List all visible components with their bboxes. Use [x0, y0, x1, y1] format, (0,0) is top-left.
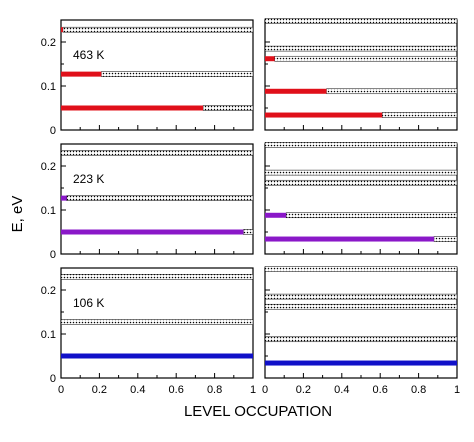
y-tick-label: 0.1 [41, 205, 56, 217]
level-occupied-bar [61, 71, 102, 77]
level-empty-segment [264, 169, 458, 176]
panel-r0c1 [264, 18, 458, 131]
level-empty-segment [326, 88, 458, 95]
x-tick-label: 0.4 [334, 384, 349, 396]
y-tick-label: 0.2 [41, 285, 56, 297]
x-tick-label: 0.8 [207, 384, 222, 396]
level-occupied-bar [61, 27, 63, 33]
level-empty-segment [285, 212, 458, 219]
x-tick-label: 1 [454, 384, 460, 396]
level-occupied-bar [265, 112, 383, 118]
level-occupied-bar [265, 56, 275, 62]
panel-r0c0: 0 0.1 0.2 463 K [41, 19, 254, 137]
x-tick-label: 0.2 [296, 384, 311, 396]
level-empty-segment [264, 293, 458, 300]
level-empty-segment [60, 319, 254, 325]
level-empty-segment [60, 274, 254, 280]
level-occupied-bar [61, 195, 67, 201]
level-empty-segment [66, 195, 254, 201]
level-empty-segment [202, 105, 254, 111]
x-tick-label: 0.2 [92, 384, 107, 396]
temperature-label: 106 K [73, 296, 104, 310]
level-empty-segment [274, 55, 458, 62]
level-empty-segment [381, 112, 458, 118]
level-empty-segment [101, 71, 254, 77]
panel-r2c0: 0 0.1 0.2 0 0.2 0.4 0.6 0.8 1 106 K [41, 267, 256, 396]
panel-r2c1: 0 0.2 0.4 0.6 0.8 1 [262, 266, 460, 396]
x-tick-label: 1 [250, 384, 256, 396]
y-tick-label: 0 [50, 373, 56, 385]
x-tick-label: 0 [58, 384, 64, 396]
level-empty-segment [62, 26, 254, 33]
level-empty-segment [264, 179, 458, 186]
y-tick-label: 0.1 [41, 81, 56, 93]
level-empty-segment [264, 303, 458, 310]
level-empty-segment [264, 142, 458, 148]
level-empty-segment [264, 336, 458, 343]
level-occupied-bar [61, 353, 253, 359]
y-tick-label: 0.2 [41, 161, 56, 173]
x-tick-label: 0 [262, 384, 268, 396]
x-tick-label: 0.8 [411, 384, 426, 396]
level-empty-segment [264, 45, 458, 52]
level-occupied-bar [265, 236, 434, 242]
y-tick-label: 0 [50, 125, 56, 137]
x-axis-title: LEVEL OCCUPATION [184, 403, 332, 420]
x-tick-label: 0.4 [130, 384, 145, 396]
y-tick-label: 0 [50, 249, 56, 261]
panels-layer: 0 0.1 0.2 463 K 0 0.1 0.2 223 K 0 0.1 0.2 0 0.2 0.4 0.… [41, 18, 460, 396]
level-empty-segment [433, 236, 458, 242]
level-empty-segment [264, 266, 458, 272]
level-empty-segment [264, 18, 458, 24]
y-axis-title: E, eV [9, 196, 26, 233]
panel-r1c1 [264, 142, 458, 255]
level-empty-segment [243, 229, 254, 235]
level-occupied-bar [265, 212, 287, 218]
y-tick-label: 0.1 [41, 329, 56, 341]
level-empty-segment [60, 150, 254, 156]
x-tick-label: 0.6 [169, 384, 184, 396]
y-tick-label: 0.2 [41, 37, 56, 49]
temperature-label: 463 K [73, 48, 104, 62]
temperature-label: 223 K [73, 172, 104, 186]
level-occupied-bar [265, 360, 457, 366]
level-occupied-bar [61, 229, 244, 235]
level-occupied-bar [61, 105, 204, 111]
panel-r1c0: 0 0.1 0.2 223 K [41, 143, 254, 261]
level-occupied-bar [265, 88, 327, 94]
x-tick-label: 0.6 [373, 384, 388, 396]
